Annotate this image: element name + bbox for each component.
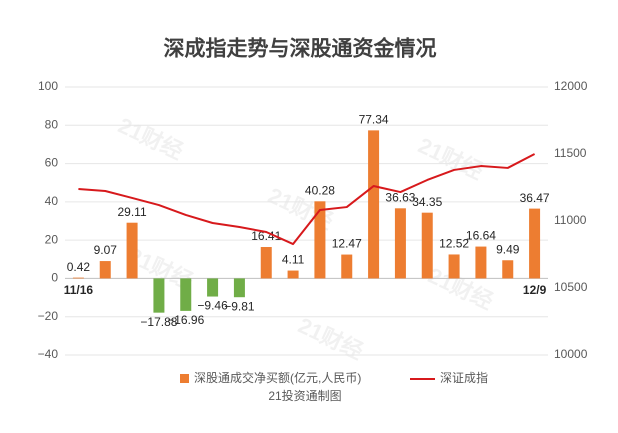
y2-tick-label: 11500 — [554, 146, 587, 160]
y2-tick-label: 12000 — [554, 79, 588, 93]
data-label: 34.35 — [412, 195, 442, 209]
chart-title: 深成指走势与深股通资金情况 — [164, 37, 437, 61]
bar — [529, 208, 541, 279]
bar — [475, 246, 487, 279]
data-label: 36.63 — [385, 190, 415, 204]
x-tick-label: 11/16 — [64, 283, 94, 297]
data-label: 29.11 — [118, 205, 147, 219]
data-label: 16.41 — [251, 229, 281, 243]
bar — [394, 208, 406, 279]
bar — [314, 201, 326, 279]
y-tick-label: 100 — [38, 79, 58, 93]
y2-tick-label: 10500 — [554, 280, 588, 294]
y2-tick-label: 11000 — [554, 213, 587, 227]
bar — [368, 130, 380, 279]
bar — [233, 278, 245, 298]
bar — [421, 212, 433, 279]
y-tick-label: 80 — [45, 117, 59, 131]
data-label: 77.34 — [359, 113, 389, 127]
bar — [260, 247, 272, 279]
data-label: 40.28 — [305, 183, 335, 197]
data-label: 12.47 — [332, 237, 362, 251]
data-label: 16.64 — [466, 229, 496, 243]
data-label: −17.88 — [140, 315, 177, 329]
bar — [180, 278, 192, 311]
data-label: −16.96 — [167, 313, 204, 327]
y-tick-label: 0 — [51, 271, 58, 285]
line — [78, 153, 536, 246]
bar — [207, 278, 219, 297]
bar — [72, 277, 84, 279]
data-label: 9.49 — [496, 242, 520, 256]
watermark: 21财经 — [414, 133, 487, 185]
watermark: 21财经 — [114, 113, 187, 165]
data-label: 36.47 — [520, 191, 550, 205]
y-tick-label: −40 — [38, 347, 59, 361]
watermark: 21财经 — [294, 313, 367, 365]
data-label: 9.07 — [94, 243, 118, 257]
data-label: −9.81 — [224, 299, 255, 313]
y-tick-label: 60 — [45, 156, 59, 170]
bar — [99, 261, 111, 279]
y-tick-label: 40 — [45, 194, 59, 208]
bar — [448, 254, 460, 279]
y2-tick-label: 10000 — [554, 347, 588, 361]
data-label: −9.46 — [197, 299, 228, 313]
data-label: 12.52 — [439, 237, 469, 251]
legend-label: 深股通成交净买额(亿元,人民币) — [194, 370, 361, 385]
data-label: 0.42 — [67, 260, 91, 274]
x-tick-label: 12/9 — [523, 283, 547, 297]
y-tick-label: −20 — [38, 309, 59, 323]
bar — [126, 222, 138, 279]
bar — [341, 254, 353, 279]
data-label: 4.11 — [282, 253, 305, 267]
legend-swatch — [180, 374, 189, 383]
y-tick-label: 20 — [45, 232, 59, 246]
bar — [153, 278, 165, 313]
source: 21投资通制图 — [268, 388, 341, 403]
bar — [502, 260, 514, 279]
bar — [287, 270, 299, 279]
legend-label: 深证成指 — [440, 370, 488, 385]
